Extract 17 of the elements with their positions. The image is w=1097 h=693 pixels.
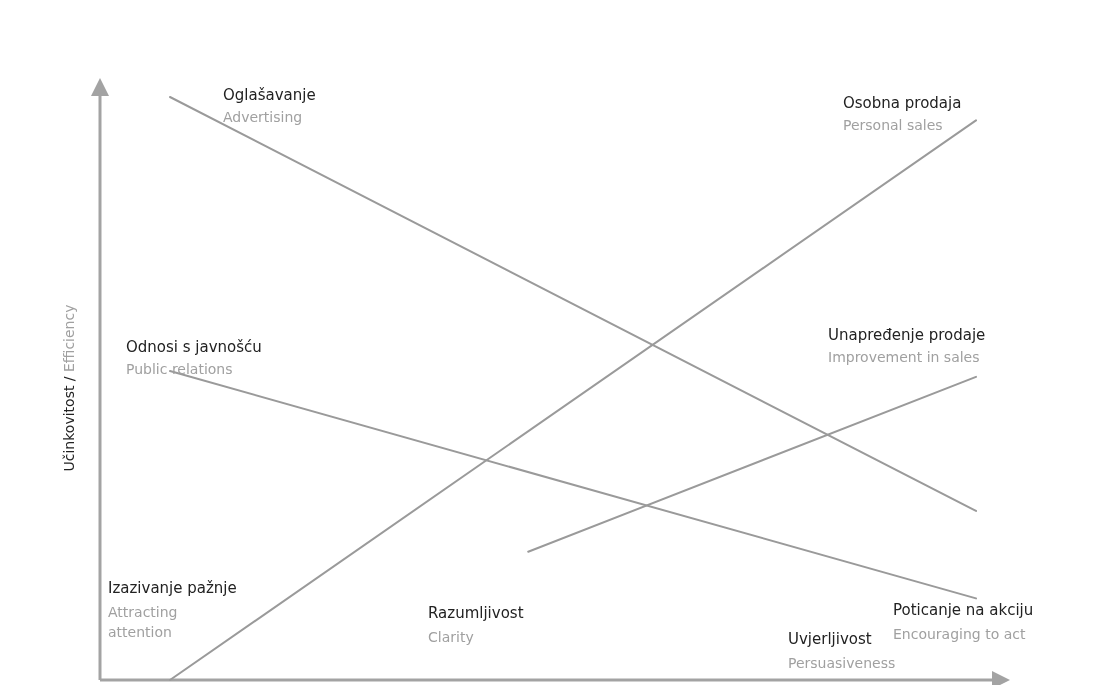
annotation: Encouraging to act — [893, 626, 1026, 642]
annotation: Improvement in sales — [828, 349, 980, 365]
annotation: Public relations — [126, 361, 233, 377]
annotation: Persuasiveness — [788, 655, 896, 671]
annotation: Clarity — [428, 629, 474, 645]
series-label: Osobna prodaja — [843, 94, 962, 112]
annotation: Attracting attention — [108, 604, 178, 640]
annotation: Poticanje na akciju — [893, 601, 1034, 619]
annotation: Razumljivost — [428, 604, 524, 622]
annotation: Uvjerljivost — [788, 630, 872, 648]
text: Unapređenje prodaje — [828, 326, 986, 344]
y-axis-title: Učinkovitost / Efficiency — [61, 304, 77, 472]
annotation: Izazivanje pažnje — [108, 579, 237, 597]
series-label: Oglašavanje — [223, 86, 316, 104]
series-label: Odnosi s javnošću — [126, 338, 262, 356]
annotation: Advertising — [223, 109, 303, 125]
annotation: Personal sales — [843, 117, 943, 133]
